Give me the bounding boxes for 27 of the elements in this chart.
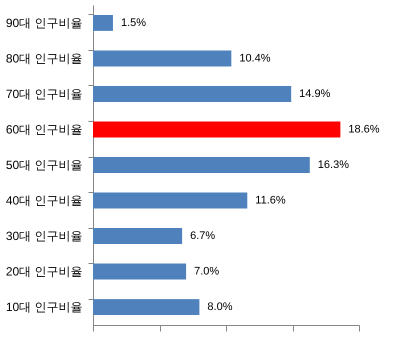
y-tick-label: 60대 인구비율	[6, 122, 82, 136]
bar	[93, 228, 182, 244]
data-label: 18.6%	[348, 123, 380, 136]
y-tick-label: 20대 인구비율	[6, 264, 82, 279]
bar	[93, 14, 113, 31]
data-label: 8.0%	[207, 301, 233, 314]
y-tick-label: 10대 인구비율	[6, 300, 82, 314]
bar	[93, 192, 248, 209]
bar	[93, 86, 292, 102]
bar	[93, 299, 200, 316]
y-tick-label: 70대 인구비율	[6, 86, 82, 101]
y-tick-label: 40대 인구비율	[6, 194, 82, 208]
data-label: 10.4%	[239, 52, 271, 64]
y-tick-label: 80대 인구비율	[6, 51, 82, 66]
bar	[93, 121, 340, 138]
data-label: 14.9%	[299, 88, 331, 100]
bar	[93, 157, 310, 173]
data-label: 1.5%	[120, 16, 146, 29]
data-label: 6.7%	[190, 230, 216, 242]
bar	[93, 264, 186, 280]
y-tick-label: 50대 인구비율	[6, 158, 82, 172]
y-tick-label: 30대 인구비율	[6, 229, 82, 244]
data-label: 7.0%	[194, 266, 220, 278]
data-label: 11.6%	[255, 194, 286, 207]
y-tick-label: 90대 인구비율	[6, 16, 82, 30]
bar	[93, 50, 232, 66]
data-label: 16.3%	[318, 159, 350, 171]
